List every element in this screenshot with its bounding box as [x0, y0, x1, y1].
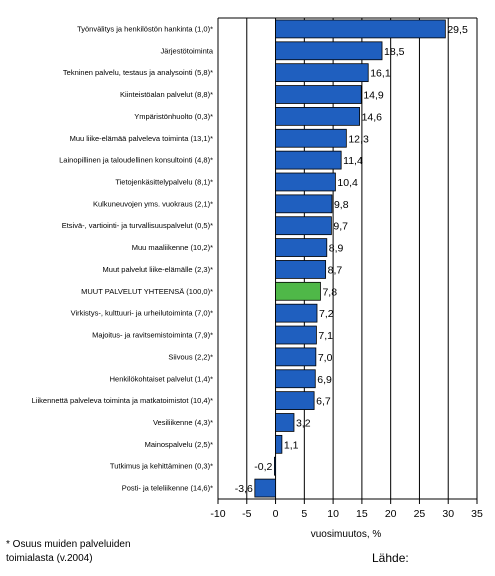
x-tick-label: 15	[356, 508, 368, 520]
value-label: 14,6	[362, 111, 383, 123]
value-label: 7,0	[318, 352, 333, 364]
bar	[274, 456, 276, 476]
bar	[275, 281, 321, 301]
x-tick-label: 0	[273, 508, 279, 520]
bar	[275, 413, 295, 432]
value-label: 11,4	[343, 155, 363, 167]
category-label: MUUT PALVELUT YHTEENSÄ (100,0)*	[81, 287, 213, 296]
category-label: Muu liike-elämää palveleva toiminta (13,…	[70, 134, 213, 143]
category-label: Posti- ja teleliikenne (14,6)*	[122, 484, 213, 493]
category-label: Tutkimus ja kehittäminen (0,3)*	[110, 462, 213, 471]
bar	[275, 128, 347, 148]
category-label: Henkilökohtaiset palvelut (1,4)*	[110, 374, 213, 383]
bar	[275, 19, 446, 39]
value-label: 8,9	[329, 243, 344, 255]
x-tick-label: 30	[442, 508, 454, 520]
bar	[275, 107, 360, 126]
category-label: Siivous (2,2)*	[168, 352, 213, 361]
category-label: Vesiliikenne (4,3)*	[153, 418, 213, 427]
x-tick-label: 20	[385, 508, 397, 520]
category-label: Majoitus- ja ravitsemistoiminta (7,9)*	[92, 331, 213, 340]
footnote: * Osuus muiden palveluiden toimialasta (…	[6, 538, 131, 566]
category-label: Ympäristönhuolto (0,3)*	[134, 112, 213, 121]
value-label: 16,1	[370, 68, 391, 80]
bar	[275, 391, 315, 410]
bar	[275, 85, 362, 104]
bar	[275, 260, 327, 279]
bars	[254, 19, 446, 498]
category-label: Muut palvelut liike-elämälle (2,3)*	[103, 265, 214, 274]
value-label: 7,8	[322, 286, 337, 298]
value-label: 9,8	[334, 199, 349, 211]
bar	[275, 172, 336, 192]
value-label: 9,7	[333, 221, 348, 233]
category-label: Tekninen palvelu, testaus ja analysointi…	[63, 68, 213, 77]
category-label: Liikennettä palveleva toiminta ja matkat…	[32, 396, 213, 405]
value-label: 18,5	[384, 46, 405, 58]
value-label: 12,3	[348, 133, 369, 145]
footnote-line-2: toimialasta (v.2004)	[6, 553, 93, 564]
value-label: 29,5	[447, 24, 468, 36]
value-label: -0,2	[254, 461, 272, 473]
value-label: 1,1	[284, 439, 299, 451]
category-label: Muu maaliikenne (10,2)*	[132, 243, 213, 252]
bar	[275, 150, 342, 170]
bar	[275, 63, 369, 83]
value-label: 6,9	[317, 374, 332, 386]
bar	[275, 434, 283, 454]
bar	[254, 478, 276, 498]
value-label: 7,1	[318, 330, 333, 342]
source-label: Lähde:	[372, 551, 409, 565]
x-axis: -10 -5 0 5 10 15 20 25 30 35	[210, 498, 483, 520]
value-label: 6,7	[316, 396, 331, 408]
bar	[275, 325, 317, 345]
bar	[275, 41, 383, 61]
value-label: -3,6	[235, 483, 253, 495]
bar	[275, 194, 333, 214]
value-label: 7,2	[319, 308, 334, 320]
bar	[275, 369, 316, 389]
value-label: 3,2	[296, 417, 311, 429]
value-labels: 29,5 18,5 16,1 14,9 14,6 12,3 11,4 10,4 9,8 9,7 8,…	[235, 24, 468, 495]
category-label: Järjestötoiminta	[160, 46, 213, 55]
x-tick-label: -5	[242, 508, 251, 520]
x-tick-label: 25	[414, 508, 426, 520]
value-label: 14,9	[363, 90, 384, 102]
value-label: 8,7	[328, 264, 343, 276]
category-label: Virkistys-, kulttuuri- ja urheilutoimint…	[71, 309, 213, 318]
x-tick-label: 10	[327, 508, 339, 520]
category-label: Lainopillinen ja taloudellinen konsultoi…	[59, 156, 213, 165]
bar	[275, 216, 332, 236]
x-tick-label: 5	[301, 508, 307, 520]
category-labels: Työnvälitys ja henkilöstön hankinta (1,0…	[32, 24, 214, 492]
x-tick-label: -10	[210, 508, 225, 520]
bar	[275, 238, 328, 257]
category-label: Kiinteistöalan palvelut (8,8)*	[120, 90, 213, 99]
category-label: Tietojenkäsittelypalvelu (8,1)*	[115, 177, 213, 186]
x-axis-title: vuosimuutos, %	[311, 529, 382, 540]
category-label: Etsivä-, vartiointi- ja turvallisuuspalv…	[62, 221, 213, 230]
category-label: Työnvälitys ja henkilöstön hankinta (1,0…	[77, 24, 213, 33]
category-label: Kulkuneuvojen yms. vuokraus (2,1)*	[93, 199, 213, 208]
bar	[275, 303, 318, 323]
x-tick-label: 35	[471, 508, 483, 520]
value-label: 10,4	[337, 177, 358, 189]
bar	[275, 347, 317, 367]
footnote-line-1: * Osuus muiden palveluiden	[6, 539, 131, 550]
category-label: Mainospalvelu (2,5)*	[145, 440, 213, 449]
